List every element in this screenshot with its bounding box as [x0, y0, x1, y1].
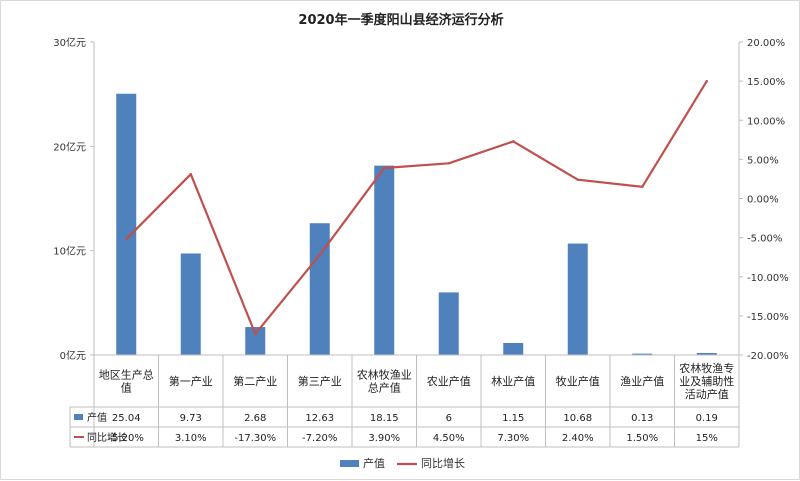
right-axis: 20.00% 15.00% 10.00% 5.00% 0.00% -5.00% -10.00…	[738, 38, 789, 362]
left-tick-label: 0亿元	[60, 349, 86, 362]
category-label: 林业产值	[491, 374, 535, 388]
category-label: 地区生产总	[99, 368, 154, 382]
line-point	[512, 140, 515, 143]
output-cell: 2.68	[244, 413, 266, 424]
bar-series	[116, 93, 717, 356]
legend-label-growth: 同比增长	[421, 456, 465, 470]
bar	[180, 253, 201, 355]
growth-cell: 3.10%	[175, 433, 207, 444]
right-tick-label: 10.00%	[747, 116, 785, 127]
output-cell: 18.15	[370, 413, 399, 424]
category-label: 牧业产值	[556, 374, 600, 388]
left-tick-label: 10亿元	[53, 245, 86, 258]
legend-label-output: 产值	[363, 456, 385, 470]
right-tick-label: -5.00%	[747, 234, 782, 245]
right-tick-label: 0.00%	[747, 195, 779, 206]
category-label: 业及辅助性	[679, 374, 734, 388]
output-cell: 1.15	[502, 413, 524, 424]
growth-cell: 7.30%	[497, 433, 529, 444]
row-label-growth: 同比增长	[87, 431, 127, 444]
bar	[503, 343, 524, 355]
right-tick-label: -15.00%	[747, 312, 789, 323]
category-label: 农林牧渔专	[679, 361, 734, 375]
growth-line	[125, 80, 708, 335]
bar	[245, 327, 266, 355]
left-tick-label: 30亿元	[53, 36, 86, 49]
output-cell: 25.04	[112, 413, 141, 424]
line-point	[318, 253, 321, 257]
output-cell: 6	[446, 413, 452, 424]
output-cell: 0.19	[696, 413, 718, 424]
line-point	[125, 237, 128, 241]
output-cell: 10.68	[563, 413, 592, 424]
growth-cell: 1.50%	[626, 433, 658, 444]
line-point	[254, 332, 257, 336]
bar	[116, 93, 137, 356]
bar	[438, 292, 459, 355]
line-point	[447, 162, 450, 165]
growth-cell: -7.20%	[302, 433, 337, 444]
bar	[632, 353, 653, 355]
category-label: 第一产业	[169, 374, 213, 388]
category-label: 农业产值	[427, 374, 471, 388]
chart-title: 2020年一季度阳山县经济运行分析	[298, 12, 503, 28]
category-label: 渔业产值	[620, 374, 664, 388]
category-label: 农林牧渔业	[357, 368, 412, 382]
category-label: 活动产值	[685, 387, 729, 401]
growth-cell: 2.40%	[562, 433, 594, 444]
growth-cell: 3.90%	[368, 433, 400, 444]
output-cell: 9.73	[180, 413, 202, 424]
line-point	[576, 178, 579, 181]
line-point	[189, 173, 192, 176]
growth-cell: -5.20%	[109, 433, 144, 444]
right-tick-label: 5.00%	[747, 155, 779, 166]
line-point	[641, 185, 644, 188]
left-axis: 0亿元 10亿元 20亿元 30亿元	[53, 36, 95, 362]
right-tick-label: 15.00%	[747, 77, 785, 88]
category-label: 值	[121, 382, 132, 395]
bar	[309, 223, 330, 355]
category-label: 第三产业	[298, 374, 342, 388]
growth-cell: 15%	[696, 433, 718, 444]
legend: 产值 同比增长	[340, 456, 465, 470]
bar	[567, 243, 588, 355]
right-tick-label: -20.00%	[747, 351, 789, 362]
right-tick-label: -10.00%	[747, 273, 789, 284]
line-point	[705, 79, 708, 83]
line-series	[125, 79, 708, 336]
category-label: 总产值	[368, 381, 401, 395]
legend-key-bar	[340, 460, 359, 467]
growth-cell: -17.30%	[234, 433, 276, 444]
bar	[696, 353, 717, 355]
left-tick-label: 20亿元	[53, 140, 86, 153]
growth-cell: 4.50%	[433, 433, 465, 444]
row-label-output: 产值	[87, 411, 107, 424]
output-cell: 0.13	[631, 413, 653, 424]
right-tick-label: 20.00%	[747, 38, 785, 49]
output-cell: 12.63	[305, 413, 334, 424]
bar	[374, 165, 395, 355]
category-label: 第二产业	[233, 374, 277, 388]
row-key-bar	[74, 414, 83, 420]
line-point	[383, 166, 386, 170]
